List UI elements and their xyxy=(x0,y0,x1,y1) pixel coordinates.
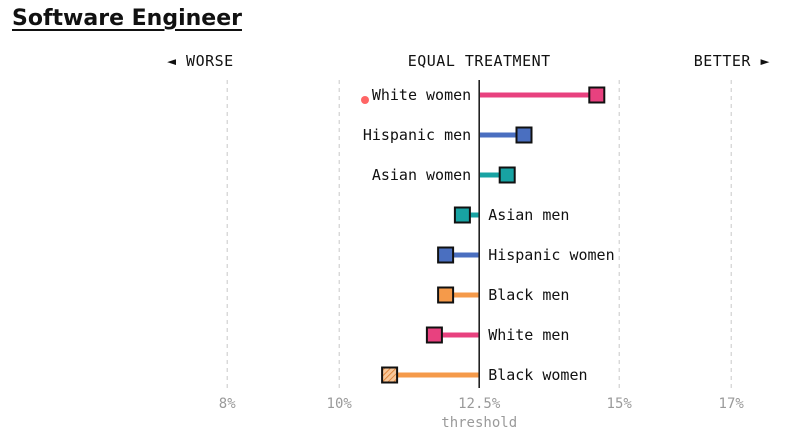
category-label: Hispanic men xyxy=(363,126,471,144)
category-label: Asian women xyxy=(372,166,471,184)
category-label: White men xyxy=(488,326,569,344)
marker xyxy=(453,206,471,224)
tick-label: 17% xyxy=(719,396,745,412)
tick-label: 8% xyxy=(219,396,236,412)
threshold-label: threshold xyxy=(441,415,517,431)
page-title: Software Engineer xyxy=(12,6,242,31)
header-equal-treatment: EQUAL TREATMENT xyxy=(408,52,551,70)
category-label: Hispanic women xyxy=(488,246,614,264)
marker xyxy=(588,86,606,104)
category-label: Asian men xyxy=(488,206,569,224)
marker xyxy=(425,326,443,344)
cursor-dot xyxy=(361,96,369,104)
header-worse: ◄ WORSE xyxy=(167,52,234,70)
tick-label: 15% xyxy=(607,396,633,412)
marker xyxy=(437,246,455,264)
marker xyxy=(498,166,516,184)
category-label: White women xyxy=(372,86,471,104)
tick-label: 10% xyxy=(327,396,353,412)
marker xyxy=(515,126,533,144)
header-better: BETTER ► xyxy=(694,52,770,70)
category-label: Black men xyxy=(488,286,569,304)
marker xyxy=(381,366,399,384)
category-label: Black women xyxy=(488,366,587,384)
tick-label: 12.5% xyxy=(458,396,501,412)
marker xyxy=(437,286,455,304)
